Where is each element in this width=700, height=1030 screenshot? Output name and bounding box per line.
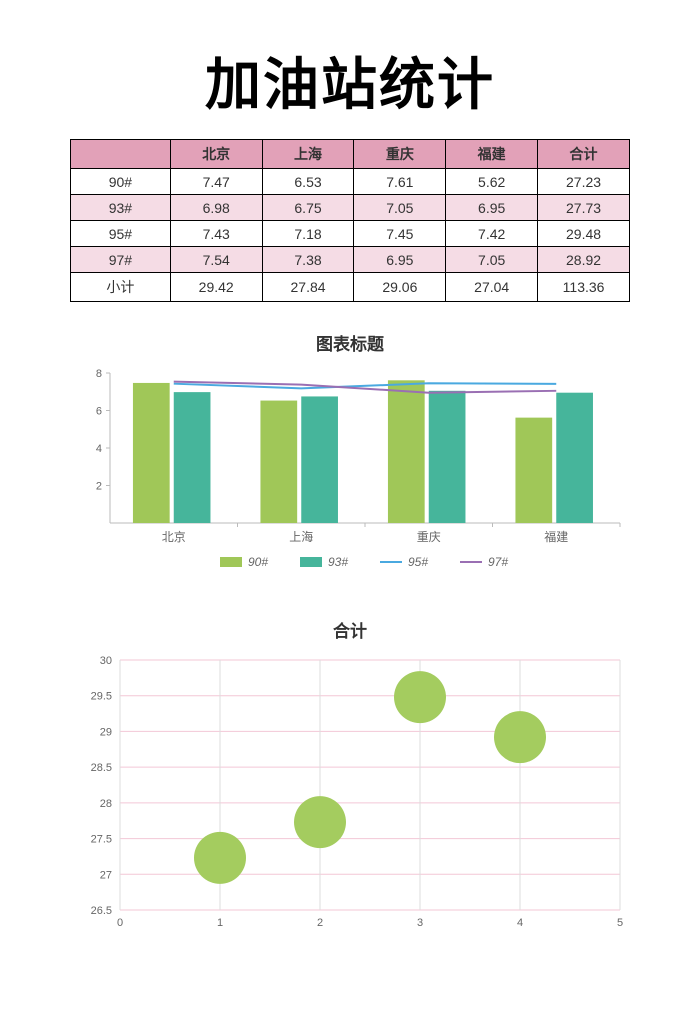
svg-text:93#: 93# [328,555,348,569]
table-cell: 7.47 [170,169,262,195]
table-cell: 6.98 [170,195,262,221]
svg-text:2: 2 [96,481,102,493]
svg-text:27.5: 27.5 [91,834,112,846]
page-title: 加油站统计 [40,40,660,121]
table-header-cell: 福建 [446,140,538,169]
bar-chart: 2 4 6 8 北京 上海 重庆 福建 90# 93# 95# 97# [60,363,640,583]
table-row: 95#7.437.187.457.4229.48 [71,221,630,247]
svg-text:95#: 95# [408,555,428,569]
table-header-cell: 重庆 [354,140,446,169]
svg-text:1: 1 [217,917,223,929]
table-row: 97#7.547.386.957.0528.92 [71,247,630,273]
table-cell: 7.61 [354,169,446,195]
table-header-cell [71,140,171,169]
svg-text:90#: 90# [248,555,268,569]
table-cell: 7.45 [354,221,446,247]
table-cell: 6.53 [262,169,354,195]
table-header-cell: 北京 [170,140,262,169]
row-label: 93# [71,195,171,221]
table-header-cell: 上海 [262,140,354,169]
table-row: 小计29.4227.8429.0627.04113.36 [71,273,630,302]
svg-text:28: 28 [100,798,112,810]
row-label: 小计 [71,273,171,302]
stats-table: 北京上海重庆福建合计 90#7.476.537.615.6227.2393#6.… [70,139,630,302]
table-cell: 6.95 [446,195,538,221]
table-cell: 113.36 [538,273,630,302]
svg-text:29: 29 [100,726,112,738]
row-label: 97# [71,247,171,273]
table-cell: 29.48 [538,221,630,247]
svg-text:26.5: 26.5 [91,905,112,917]
table-cell: 5.62 [446,169,538,195]
bubble-chart: 26.5 27 27.5 28 28.5 29 29.5 30 0 1 2 3 4 5 [60,650,640,940]
svg-text:28.5: 28.5 [91,762,112,774]
table-cell: 29.06 [354,273,446,302]
table-cell: 7.18 [262,221,354,247]
table-cell: 7.05 [446,247,538,273]
svg-text:5: 5 [617,917,623,929]
svg-text:30: 30 [100,655,112,667]
bubble-chart-block: 合计 26.5 27 27.5 28 28.5 29 29.5 30 0 1 2 3 4 5 [40,617,660,940]
table-row: 93#6.986.757.056.9527.73 [71,195,630,221]
svg-text:0: 0 [117,917,123,929]
table-cell: 27.23 [538,169,630,195]
table-cell: 7.38 [262,247,354,273]
table-cell: 27.04 [446,273,538,302]
table-row: 90#7.476.537.615.6227.23 [71,169,630,195]
table-cell: 28.92 [538,247,630,273]
svg-text:4: 4 [517,917,523,929]
row-label: 90# [71,169,171,195]
svg-text:2: 2 [317,917,323,929]
table-cell: 6.75 [262,195,354,221]
table-header-row: 北京上海重庆福建合计 [71,140,630,169]
svg-text:6: 6 [96,406,102,418]
svg-text:北京: 北京 [162,530,186,544]
row-label: 95# [71,221,171,247]
table-cell: 7.42 [446,221,538,247]
table-header-cell: 合计 [538,140,630,169]
table-cell: 29.42 [170,273,262,302]
bar-chart-title: 图表标题 [40,330,660,355]
svg-text:4: 4 [96,443,102,455]
svg-text:重庆: 重庆 [417,530,441,544]
table-cell: 27.84 [262,273,354,302]
svg-text:8: 8 [96,368,102,380]
svg-text:27: 27 [100,869,112,881]
bubble-chart-title: 合计 [40,617,660,642]
table-cell: 6.95 [354,247,446,273]
table-cell: 7.43 [170,221,262,247]
table-cell: 27.73 [538,195,630,221]
table-body: 90#7.476.537.615.6227.2393#6.986.757.056… [71,169,630,302]
bar-chart-block: 图表标题 2 4 6 8 北京 上海 重庆 福建 90# 93# 95# 97# [40,330,660,583]
svg-text:29.5: 29.5 [91,691,112,703]
svg-text:福建: 福建 [544,529,568,544]
table-cell: 7.54 [170,247,262,273]
table-cell: 7.05 [354,195,446,221]
svg-text:3: 3 [417,917,423,929]
svg-text:97#: 97# [488,555,508,569]
svg-text:上海: 上海 [289,529,313,544]
